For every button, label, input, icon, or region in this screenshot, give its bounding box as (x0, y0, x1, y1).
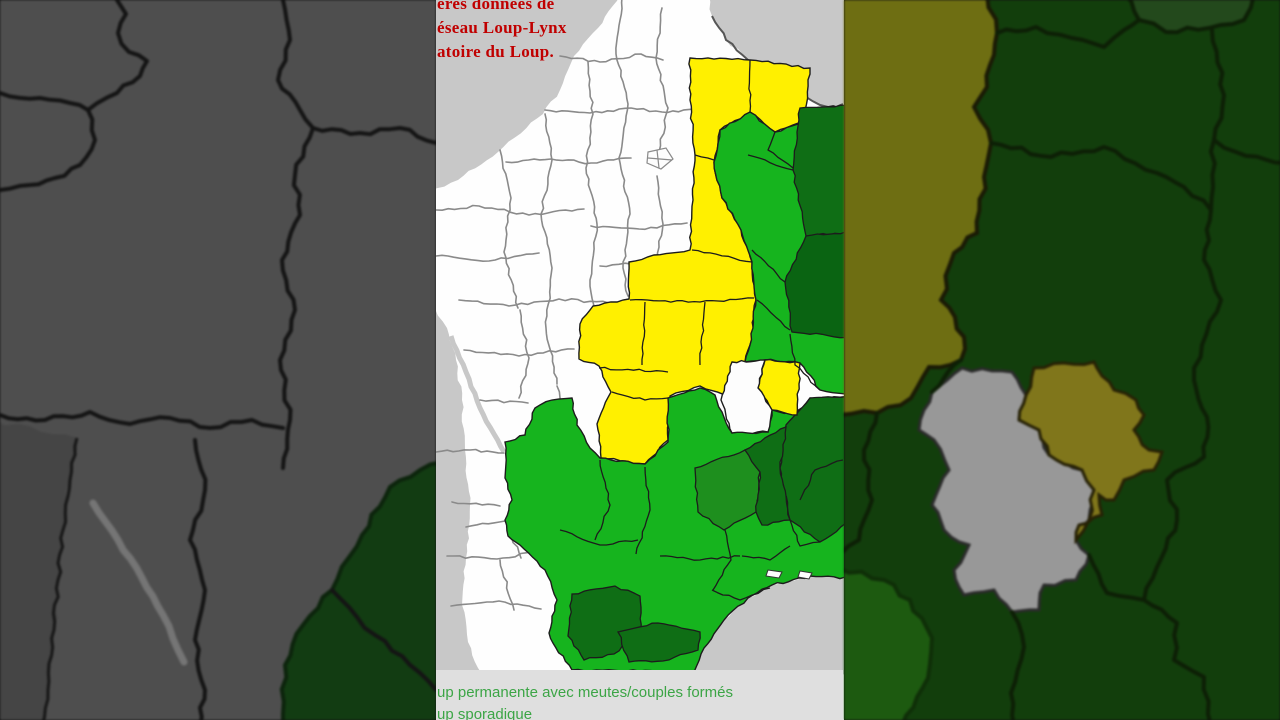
left-panel-coastline (42, 437, 79, 720)
left-panel-border (0, 410, 285, 430)
left-zoom-panel (0, 0, 436, 720)
sea-channel (436, 0, 618, 189)
left-panel-border (276, 0, 315, 470)
department-borders-colored (559, 59, 844, 601)
map-title: ères données de éseau Loup-Lynx atoire d… (437, 0, 567, 64)
white-enclosed-dept (720, 359, 773, 435)
left-panel-border (0, 0, 149, 192)
map-title-line: atoire du Loup. (437, 42, 555, 61)
legend-item-sporadic: up sporadique (437, 706, 533, 720)
left-panel-estuary (89, 499, 188, 666)
map-title-line: ères données de (437, 0, 555, 13)
left-panel-sea (0, 422, 78, 720)
dark-green-dept-east-2 (784, 231, 844, 339)
map-title-line: éseau Loup-Lynx (437, 18, 567, 37)
legend-item-permanent: up permanente avec meutes/couples formés (437, 684, 733, 701)
coastal-lagoon (765, 569, 783, 579)
coastal-lagoon (797, 570, 813, 580)
right-zoom-panel (844, 0, 1280, 720)
sea-mediterranean (692, 575, 844, 676)
right-panel-borders (844, 18, 1280, 720)
sea-northeast-border-area (709, 0, 844, 107)
dark-green-dept-pyrenees-orientales (616, 622, 701, 663)
left-panel-border (330, 588, 436, 692)
right-panel-olive-dept-2 (1017, 360, 1165, 545)
dark-green-dept-lozere (744, 426, 791, 526)
right-panel-corner-dept (1127, 0, 1255, 35)
sea-atlantic (436, 311, 482, 676)
left-panel-border (188, 438, 208, 720)
france-wolf-map (436, 0, 844, 720)
right-panel-bottom-left-dept (844, 568, 935, 720)
map-legend: up permanente avec meutes/couples formés… (436, 670, 843, 720)
left-panel-border (311, 126, 436, 145)
dark-green-dept-east-1 (792, 104, 844, 237)
gironde-estuary (448, 335, 507, 454)
left-panel-border (0, 91, 90, 112)
paris-region-cluster (646, 147, 674, 170)
